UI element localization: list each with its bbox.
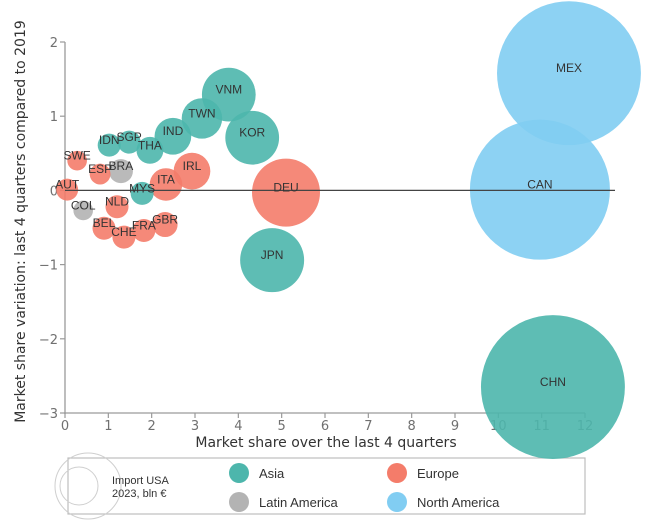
bubble-ind[interactable] <box>154 117 192 155</box>
size-legend-circle-small <box>59 466 99 506</box>
bubble-label-bel: BEL <box>93 216 116 230</box>
bubble-label-bra: BRA <box>109 159 134 173</box>
y-ticks: 2 1 0 −1 −2 −3 <box>39 36 65 422</box>
x-tick-label: 5 <box>278 419 286 434</box>
y-axis-title: Market share variation: last 4 quarters … <box>13 20 29 423</box>
x-tick-label: 8 <box>408 419 416 434</box>
y-tick-label: −3 <box>39 407 58 422</box>
bubble-label-ind: IND <box>163 124 184 138</box>
bubble-label-chn: CHN <box>540 375 566 389</box>
bubble-gbr[interactable] <box>152 212 178 238</box>
y-tick-label: −2 <box>39 333 58 348</box>
bubble-kor[interactable] <box>225 110 280 165</box>
bubble-label-esp: ESP <box>88 162 112 176</box>
x-tick-label: 2 <box>148 419 156 434</box>
legend-box <box>67 457 586 515</box>
bubble-label-che: CHE <box>111 225 136 239</box>
bubble-label-ita: ITA <box>157 172 175 186</box>
legend-items: Asia Europe Latin America North America <box>229 463 500 512</box>
legend-swatch <box>229 492 249 512</box>
bubble-jpn[interactable] <box>240 228 305 293</box>
x-axis-title: Market share over the last 4 quarters <box>195 435 456 451</box>
legend-swatch <box>387 463 407 483</box>
bubble-label-twn: TWN <box>188 106 215 120</box>
bubble-che[interactable] <box>112 225 136 249</box>
bubble-label-jpn: JPN <box>261 248 284 262</box>
bubble-bra[interactable] <box>108 159 133 184</box>
bubble-label-irl: IRL <box>183 159 202 173</box>
bubble-label-mex: MEX <box>556 61 582 75</box>
bubble-label-mys: MYS <box>129 181 155 195</box>
x-tick-label: 4 <box>234 419 242 434</box>
bubble-deu[interactable] <box>252 158 320 227</box>
x-tick-label: 0 <box>61 419 69 434</box>
bubble-esp[interactable] <box>89 163 111 185</box>
bubble-can[interactable] <box>469 119 610 260</box>
x-tick-label: 6 <box>321 419 329 434</box>
y-tick-label: 1 <box>50 110 58 125</box>
bubble-nld[interactable] <box>105 195 129 219</box>
bubble-label-nld: NLD <box>105 195 129 209</box>
bubble-label-kor: KOR <box>239 126 265 140</box>
bubble-ita[interactable] <box>149 168 183 201</box>
x-tick-label: 1 <box>104 419 112 434</box>
bubble-label-vnm: VNM <box>215 83 242 97</box>
size-legend-circle-large <box>54 452 122 520</box>
bubble-bel[interactable] <box>92 216 116 240</box>
legend-item[interactable]: North America <box>387 492 500 512</box>
legend-label: Latin America <box>259 495 339 510</box>
size-legend: Import USA 2023, bln € <box>54 452 170 520</box>
bubble-label-gbr: GBR <box>152 213 178 227</box>
legend: Import USA 2023, bln € Asia Europe Latin A… <box>54 452 586 520</box>
bubble-chn[interactable] <box>480 315 625 459</box>
bubble-label-deu: DEU <box>273 181 298 195</box>
bubble-twn[interactable] <box>181 98 223 139</box>
bubble-label-col: COL <box>71 198 96 212</box>
legend-item[interactable]: Asia <box>229 463 285 483</box>
bubble-label-tha: THA <box>138 138 162 152</box>
legend-label: Asia <box>259 466 285 481</box>
bubble-idn[interactable] <box>97 133 121 157</box>
legend-label: North America <box>417 495 500 510</box>
bubble-label-idn: IDN <box>99 133 120 147</box>
bubble-label-swe: SWE <box>63 149 90 163</box>
size-legend-subtitle: 2023, bln € <box>112 488 166 500</box>
bubble-swe[interactable] <box>67 150 87 171</box>
bubble-col[interactable] <box>73 200 94 221</box>
bubble-mex[interactable] <box>497 1 641 146</box>
legend-label: Europe <box>417 466 459 481</box>
y-tick-label: 2 <box>50 36 58 51</box>
y-tick-label: −1 <box>39 259 58 274</box>
bubble-tha[interactable] <box>136 136 164 164</box>
x-tick-label: 7 <box>364 419 372 434</box>
legend-swatch <box>387 492 407 512</box>
bubble-mys[interactable] <box>130 181 154 205</box>
x-tick-label: 9 <box>451 419 459 434</box>
bubble-irl[interactable] <box>173 152 211 190</box>
bubbles <box>56 1 641 459</box>
y-tick-label: 0 <box>50 184 58 199</box>
bubble-label-aut: AUT <box>55 178 80 192</box>
bubble-label-fra: FRA <box>132 218 156 232</box>
bubble-aut[interactable] <box>56 178 79 201</box>
bubble-sgp[interactable] <box>117 130 141 154</box>
legend-item[interactable]: Europe <box>387 463 459 483</box>
bubble-label-can: CAN <box>527 178 552 192</box>
legend-item[interactable]: Latin America <box>229 492 339 512</box>
legend-swatch <box>229 463 249 483</box>
x-tick-label: 3 <box>191 419 199 434</box>
bubble-label-sgp: SGP <box>116 130 141 144</box>
size-legend-title: Import USA <box>112 475 170 487</box>
bubble-fra[interactable] <box>132 218 156 242</box>
